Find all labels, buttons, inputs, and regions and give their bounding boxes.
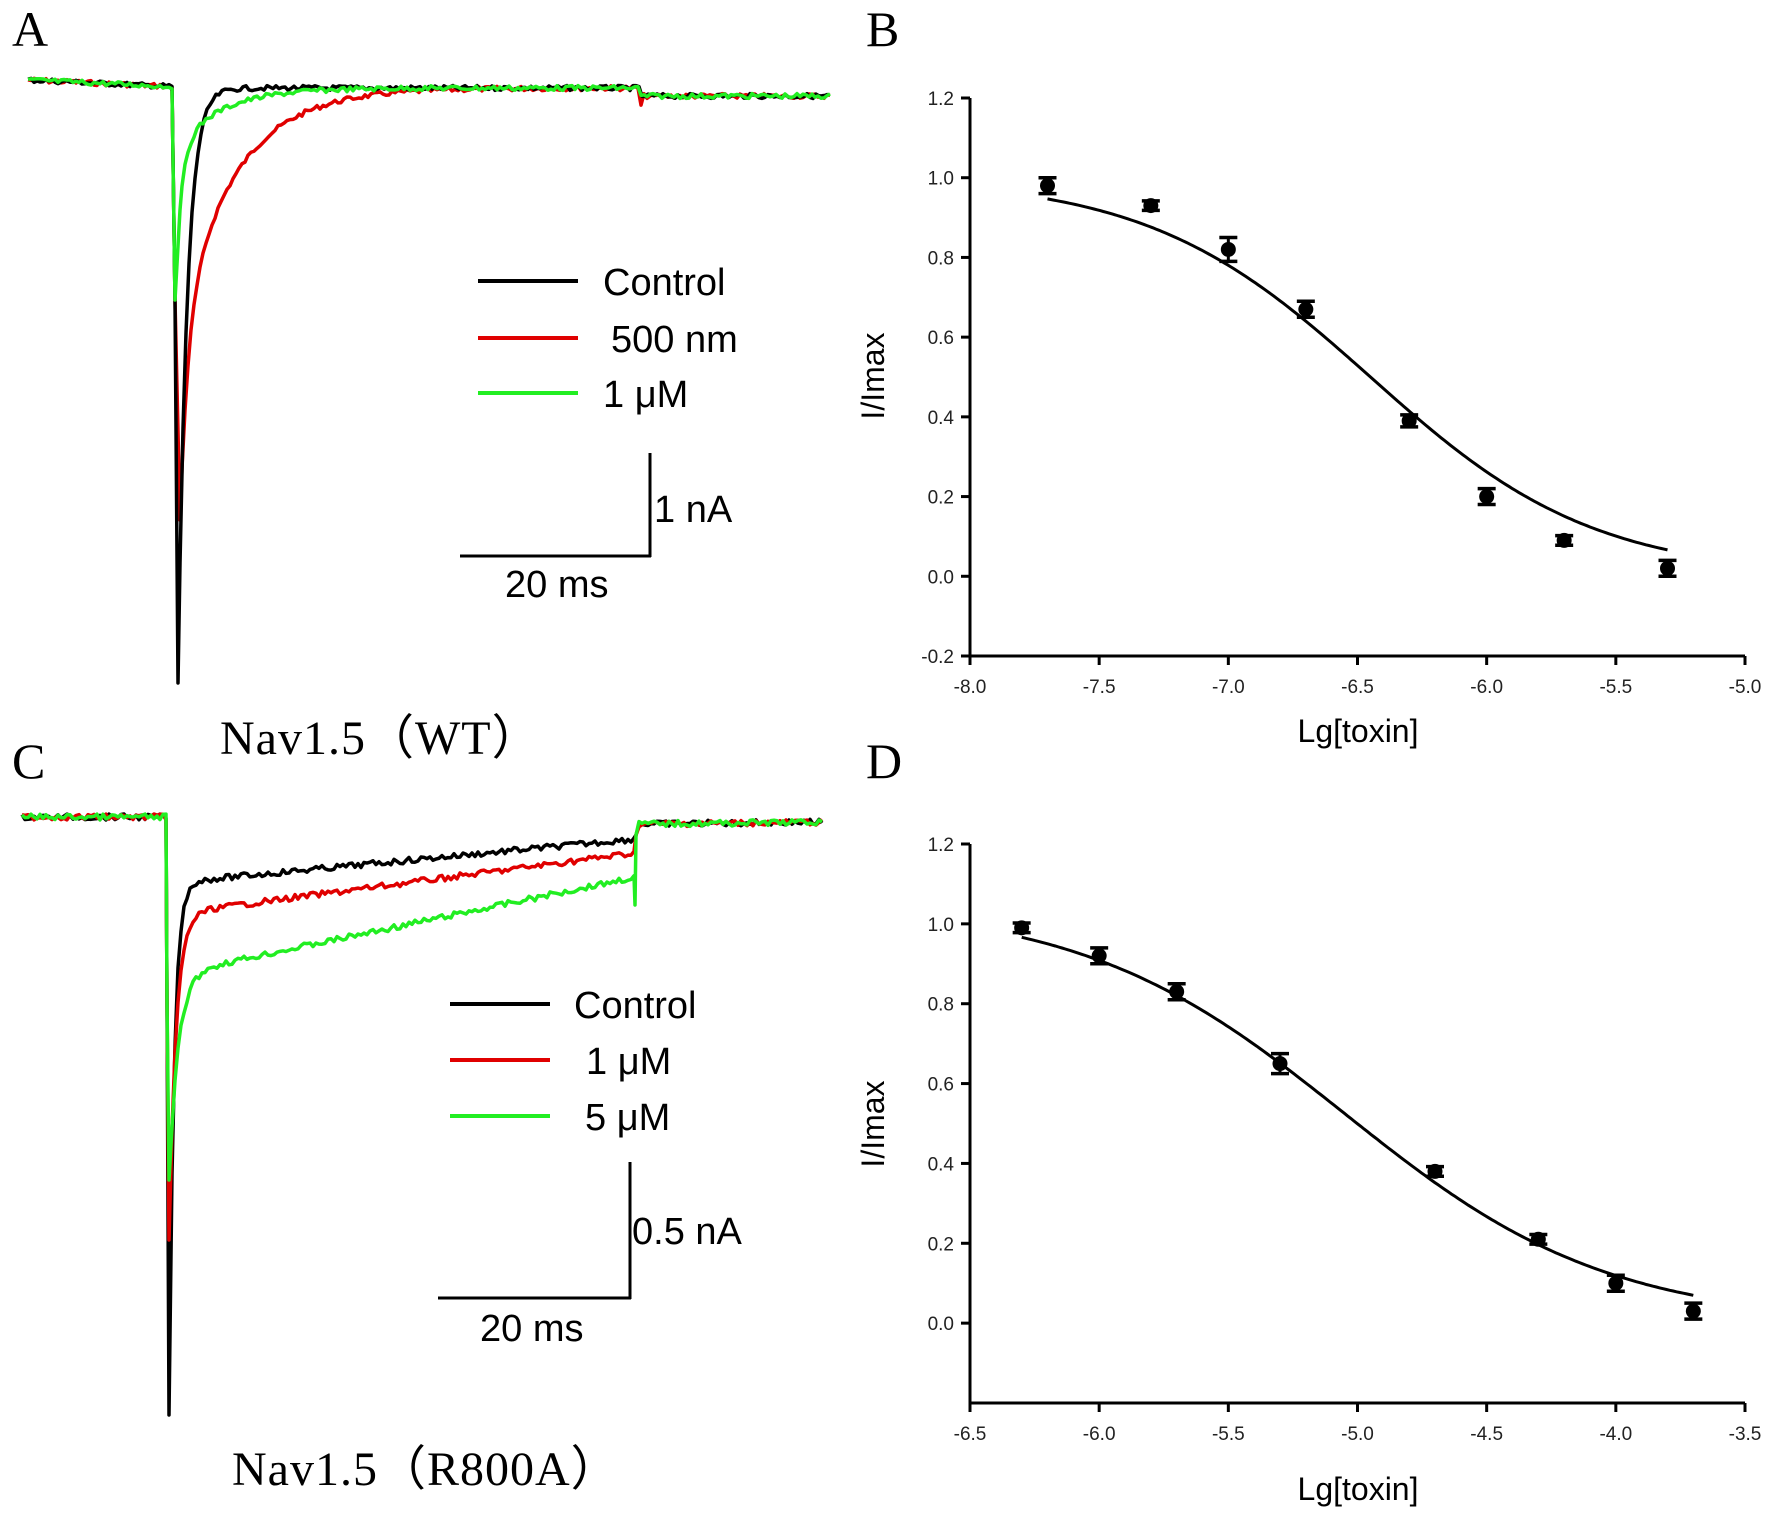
scale-label-c-time: 20 ms	[480, 1308, 583, 1350]
y-tick-label: 0.2	[928, 1234, 954, 1255]
scale-label-a-time: 20 ms	[505, 564, 608, 606]
panel-a-traces: Control 500 nm 1 μM 1 nA 20 ms Nav1.5（WT…	[27, 76, 831, 765]
panel-label-c: C	[12, 733, 45, 789]
data-point	[1014, 920, 1030, 936]
x-axis-title-b: Lg[toxin]	[1298, 713, 1419, 749]
data-point	[1427, 1163, 1443, 1179]
data-point	[1040, 178, 1055, 194]
x-tick-label: -7.0	[1212, 677, 1245, 698]
trace-control	[27, 76, 829, 685]
y-tick-label: 1.0	[928, 915, 954, 936]
x-tick-label: -8.0	[954, 677, 987, 698]
x-tick-label: -5.0	[1729, 677, 1762, 698]
legend-label-1um: 1 μM	[586, 1041, 671, 1083]
y-tick-label: 0.2	[928, 488, 954, 509]
legend-label-control: Control	[603, 262, 726, 304]
y-tick-label: 0.4	[928, 1154, 955, 1175]
x-axis-title-d: Lg[toxin]	[1298, 1471, 1419, 1507]
trace-5um	[20, 812, 823, 1182]
data-point	[1608, 1275, 1624, 1291]
legend-a: Control 500 nm 1 μM	[478, 262, 738, 416]
trace-group-c	[20, 812, 824, 1417]
data-point	[1220, 241, 1236, 257]
trace-control	[20, 812, 824, 1417]
fit-curve	[1021, 935, 1694, 1297]
x-tick-label: -7.5	[1083, 677, 1116, 698]
y-tick-label: 1.2	[928, 835, 954, 856]
caption-wt: Nav1.5（WT）	[220, 712, 541, 765]
y-axis-title-d: I/Imax	[855, 1080, 891, 1167]
y-tick-label: 0.0	[928, 1314, 954, 1335]
scale-bar-c: 0.5 nA 20 ms	[438, 1162, 743, 1350]
data-point	[1401, 413, 1417, 429]
fit-curve	[1047, 197, 1668, 552]
y-tick-label: -0.2	[921, 647, 954, 668]
y-tick-label: 0.6	[928, 1075, 954, 1096]
data-point	[1556, 532, 1572, 548]
x-tick-label: -3.5	[1729, 1424, 1762, 1445]
trace-1um	[27, 76, 831, 302]
y-tick-label: 1.2	[928, 89, 954, 110]
data-point	[1272, 1056, 1288, 1072]
data-point	[1143, 198, 1159, 214]
y-tick-label: 0.8	[928, 248, 954, 269]
x-tick-label: -5.5	[1212, 1424, 1245, 1445]
y-tick-label: 0.0	[928, 567, 954, 588]
x-tick-label: -4.0	[1599, 1424, 1632, 1445]
legend-label-1um: 1 μM	[603, 374, 688, 416]
x-tick-label: -5.0	[1341, 1424, 1374, 1445]
legend-label-500nm: 500 nm	[611, 319, 738, 361]
data-point	[1479, 489, 1495, 505]
panel-label-d: D	[866, 733, 902, 789]
data-point	[1298, 301, 1314, 317]
panel-c-traces: Control 1 μM 5 μM 0.5 nA 20 ms Nav1.5（R8…	[20, 812, 824, 1496]
panel-label-b: B	[866, 1, 899, 57]
panel-label-a: A	[12, 1, 48, 57]
x-tick-label: -5.5	[1599, 677, 1632, 698]
trace-group-a	[27, 76, 831, 685]
y-tick-label: 0.4	[928, 408, 955, 429]
x-tick-label: -6.0	[1083, 1424, 1116, 1445]
y-axis-title-b: I/Imax	[855, 332, 891, 419]
panel-d-dose-response: -6.5 -6.0 -5.5 -5.0 -4.5 -4.0 -3.5 0.0 0.2 0.4 0.6…	[928, 835, 1762, 1445]
trace-1um	[21, 812, 824, 1242]
data-point	[1169, 984, 1185, 1000]
scale-label-c-current: 0.5 nA	[632, 1211, 743, 1253]
legend-label-control: Control	[574, 985, 697, 1027]
panel-b-dose-response: -8.0 -7.5 -7.0 -6.5 -6.0 -5.5 -5.0 -0.2 0.0 0.2 0.…	[921, 89, 1761, 698]
legend-c: Control 1 μM 5 μM	[450, 985, 697, 1139]
y-tick-label: 0.6	[928, 328, 954, 349]
data-point	[1685, 1303, 1701, 1319]
x-tick-label: -6.0	[1470, 677, 1503, 698]
scale-label-a-current: 1 nA	[654, 489, 733, 531]
x-tick-label: -6.5	[1341, 677, 1374, 698]
scale-bar-a: 1 nA 20 ms	[460, 453, 733, 606]
data-point	[1530, 1231, 1546, 1247]
y-tick-label: 0.8	[928, 995, 954, 1016]
y-tick-label: 1.0	[928, 169, 954, 190]
data-point	[1091, 948, 1107, 964]
data-point	[1660, 560, 1675, 576]
legend-label-5um: 5 μM	[585, 1097, 670, 1139]
x-tick-label: -6.5	[954, 1424, 987, 1445]
caption-r800a: Nav1.5（R800A）	[232, 1443, 620, 1496]
x-tick-label: -4.5	[1470, 1424, 1503, 1445]
